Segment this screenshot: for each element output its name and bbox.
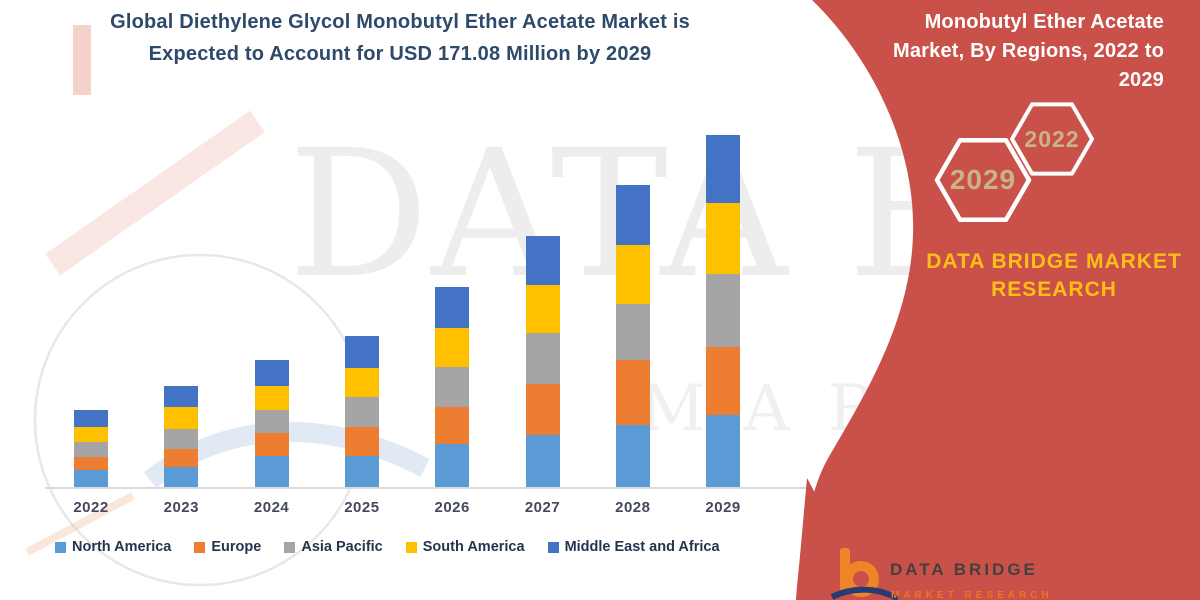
bar-column-2028 [615,185,650,487]
brand-text-line2: RESEARCH [991,278,1117,301]
bar-segment-2028-europe [615,360,650,425]
bar-segment-2029-middle-east-and-africa [706,135,741,203]
bar-segment-2024-south-america [254,386,289,410]
hexagon-2029-outline [934,137,1032,223]
brand-text: DATA BRIDGE MARKET RESEARCH [918,248,1190,304]
bar-segment-2023-middle-east-and-africa [164,386,199,407]
footer-logo-sub: MARKET RESEARCH [891,590,1053,600]
legend-label: Asia Pacific [301,539,383,555]
legend-swatch-icon [547,541,559,553]
x-axis-label-2026: 2026 [434,499,470,516]
legend-item-south-america: South America [405,539,525,555]
legend-swatch-icon [284,541,296,553]
page-title: Global Diethylene Glycol Monobutyl Ether… [70,6,730,70]
bar-segment-2025-middle-east-and-africa [344,336,379,368]
bar-segment-2025-europe [344,427,379,456]
hexagon-2022-outline [1010,102,1094,176]
bar-segment-2024-middle-east-and-africa [254,360,289,386]
bar-column-2024 [254,360,289,487]
legend-item-north-america: North America [55,539,171,555]
footer-logo-name: DATA BRIDGE [890,560,1038,579]
legend-label: Middle East and Africa [564,539,720,555]
x-axis-label-2022: 2022 [73,499,109,516]
bar-segment-2022-middle-east-and-africa [74,410,108,427]
bar-segment-2024-europe [254,433,289,456]
side-panel-shape [796,0,1200,600]
plot-area [47,100,807,487]
bar-segment-2027-europe [525,384,560,435]
bar-segment-2022-south-america [74,427,108,442]
bar-segment-2026-asia-pacific [435,367,470,407]
legend-label: North America [72,539,172,555]
bar-segment-2029-asia-pacific [706,274,741,347]
bar-segment-2023-north-america [164,467,199,487]
x-axis-label-2028: 2028 [615,499,651,516]
legend-swatch-icon [55,541,66,553]
legend-swatch-icon [405,541,417,553]
bar-segment-2029-europe [706,347,741,415]
bar-segment-2027-north-america [525,435,560,487]
bar-segment-2027-south-america [525,285,560,333]
legend-item-asia-pacific: Asia Pacific [284,539,383,555]
legend-swatch-icon [194,541,206,553]
bar-segment-2023-asia-pacific [164,429,199,449]
bar-column-2029 [706,135,741,487]
bar-column-2026 [435,287,470,487]
bar-segment-2028-middle-east-and-africa [615,185,650,245]
hexagon-2022-label: 2022 [1024,125,1080,152]
legend-label: South America [422,539,525,555]
x-axis-label-2025: 2025 [344,499,380,516]
bar-segment-2023-europe [164,449,199,467]
bar-segment-2027-middle-east-and-africa [525,236,560,285]
data-bridge-b-icon [830,548,900,600]
bar-segment-2026-europe [435,407,470,444]
bar-segment-2029-south-america [706,203,741,274]
brand-text-line1: DATA BRIDGE MARKET [926,250,1182,273]
bar-segment-2028-north-america [615,425,650,487]
footer-logo: DATA BRIDGE MARKET RESEARCH [830,546,1170,600]
legend-item-middle-east-and-africa: Middle East and Africa [547,539,720,555]
hexagon-2029-label: 2029 [949,164,1017,195]
bar-segment-2022-europe [74,457,108,470]
bar-column-2023 [164,386,199,487]
bar-segment-2024-asia-pacific [254,410,289,433]
x-axis-line [45,487,807,489]
bar-segment-2025-north-america [344,456,379,487]
x-axis-label-2029: 2029 [705,499,741,516]
page-title-line2: Expected to Account for USD 171.08 Milli… [148,43,652,65]
page-title-line1: Global Diethylene Glycol Monobutyl Ether… [110,11,690,33]
bar-segment-2024-north-america [254,456,289,487]
bar-column-2025 [344,336,379,487]
legend-label: Europe [211,539,262,555]
x-axis-label-2023: 2023 [163,499,199,516]
bar-segment-2027-asia-pacific [525,333,560,384]
bar-segment-2023-south-america [164,407,199,429]
legend-item-europe: Europe [194,539,261,555]
bar-segment-2026-middle-east-and-africa [435,287,470,328]
bar-segment-2028-asia-pacific [615,304,650,360]
hexagon-2029: 2029 [933,134,1033,226]
x-axis-label-2027: 2027 [524,499,561,516]
bar-segment-2022-asia-pacific [74,442,108,457]
bar-segment-2029-north-america [706,415,741,487]
bar-segment-2022-north-america [74,470,108,487]
bar-column-2022 [74,410,108,487]
bar-segment-2026-south-america [435,328,470,367]
bar-segment-2025-south-america [344,368,379,397]
hexagon-2022: 2022 [1010,101,1094,177]
bar-segment-2028-south-america [615,245,650,304]
bar-segment-2025-asia-pacific [344,397,379,427]
x-axis-label-2024: 2024 [253,499,290,516]
side-panel-title: Monobutyl Ether Acetate Market, By Regio… [892,11,1164,91]
legend: North America Europe Asia Pacific South Ame… [55,539,720,555]
bar-segment-2026-north-america [435,444,470,487]
bar-column-2027 [525,236,560,487]
